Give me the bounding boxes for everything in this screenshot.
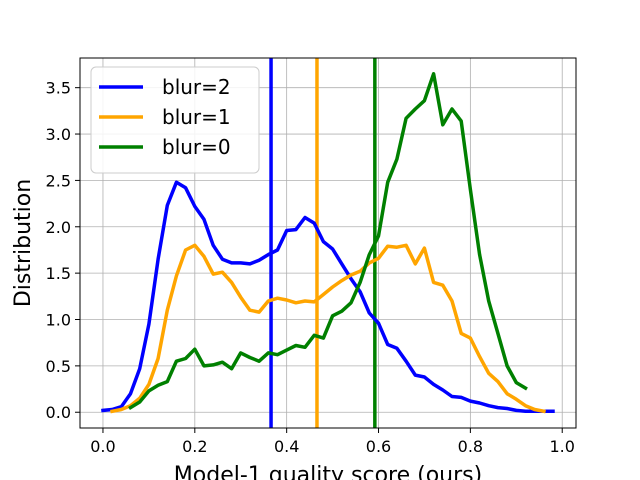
y-tick-label: 3.5 [46, 79, 71, 98]
legend-label-blur-1: blur=1 [162, 105, 231, 129]
x-tick-label: 0.8 [458, 437, 483, 456]
legend-label-blur-2: blur=2 [162, 75, 231, 99]
x-tick-label: 0.4 [274, 437, 299, 456]
series-line-blur-1 [110, 243, 546, 414]
legend: blur=2 blur=1 blur=0 [90, 66, 260, 174]
y-axis-ticks: 0.0 0.5 1.0 1.5 2.0 2.5 3.0 3.5 [46, 79, 80, 422]
x-tick-label: 0.6 [366, 437, 391, 456]
plot-frame [79, 57, 577, 429]
y-tick-label: 2.0 [46, 218, 71, 237]
x-axis-ticks: 0.0 0.2 0.4 0.6 0.8 1.0 [90, 428, 575, 456]
y-tick-label: 3.0 [46, 125, 71, 144]
legend-label-blur-0: blur=0 [162, 135, 231, 159]
series-line-blur-0 [128, 72, 528, 411]
y-tick-label: 2.5 [46, 171, 71, 190]
y-tick-label: 1.0 [46, 311, 71, 330]
x-tick-label: 0.2 [182, 437, 207, 456]
y-tick-label: 1.5 [46, 264, 71, 283]
series-line-blur-2 [101, 180, 555, 414]
x-axis-label: Model-1 quality score (ours) [174, 463, 482, 480]
series-lines [101, 72, 555, 414]
y-tick-label: 0.0 [46, 403, 71, 422]
y-tick-label: 0.5 [46, 357, 71, 376]
x-tick-label: 0.0 [90, 437, 115, 456]
y-axis-label: Distribution [11, 179, 36, 307]
x-tick-label: 1.0 [549, 437, 574, 456]
